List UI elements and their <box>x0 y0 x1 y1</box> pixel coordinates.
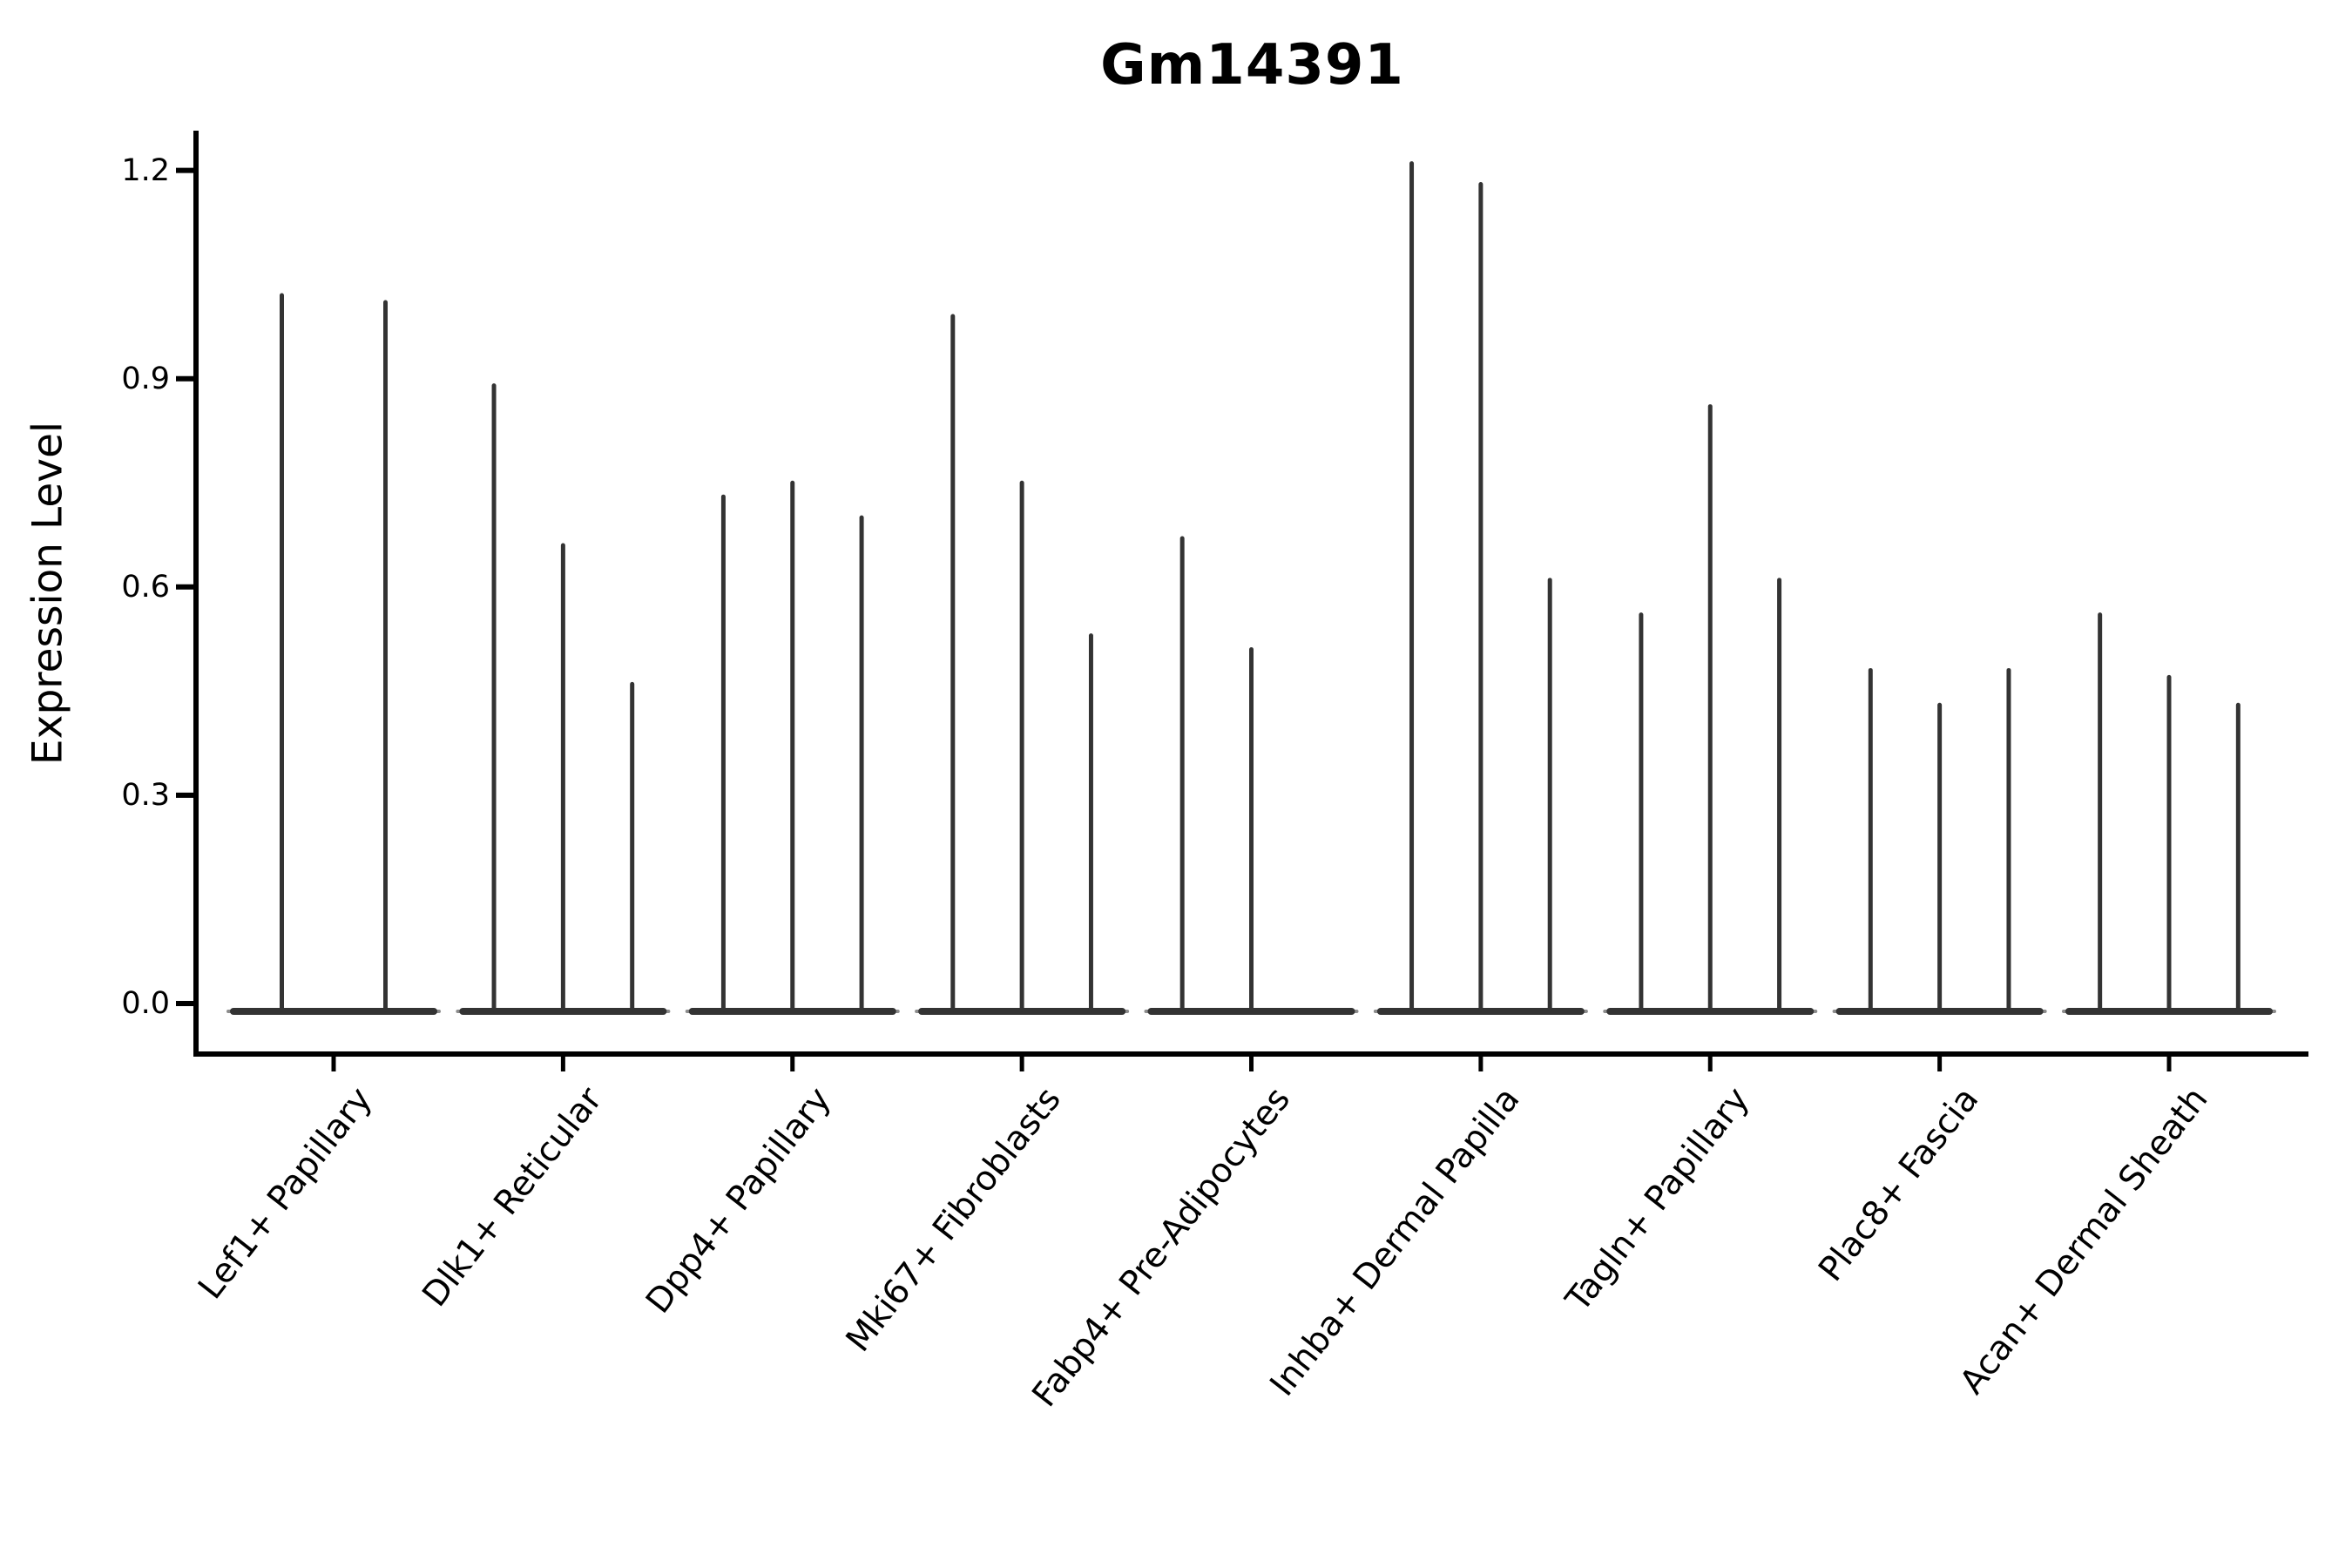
y-tick-label: 0.0 <box>121 986 170 1021</box>
y-tick-label: 0.3 <box>121 777 170 813</box>
y-tick-label: 0.6 <box>121 569 170 605</box>
y-tick-label: 1.2 <box>121 152 170 188</box>
y-tick-label: 0.9 <box>121 361 170 396</box>
chart-title: Gm14391 <box>1100 33 1404 98</box>
